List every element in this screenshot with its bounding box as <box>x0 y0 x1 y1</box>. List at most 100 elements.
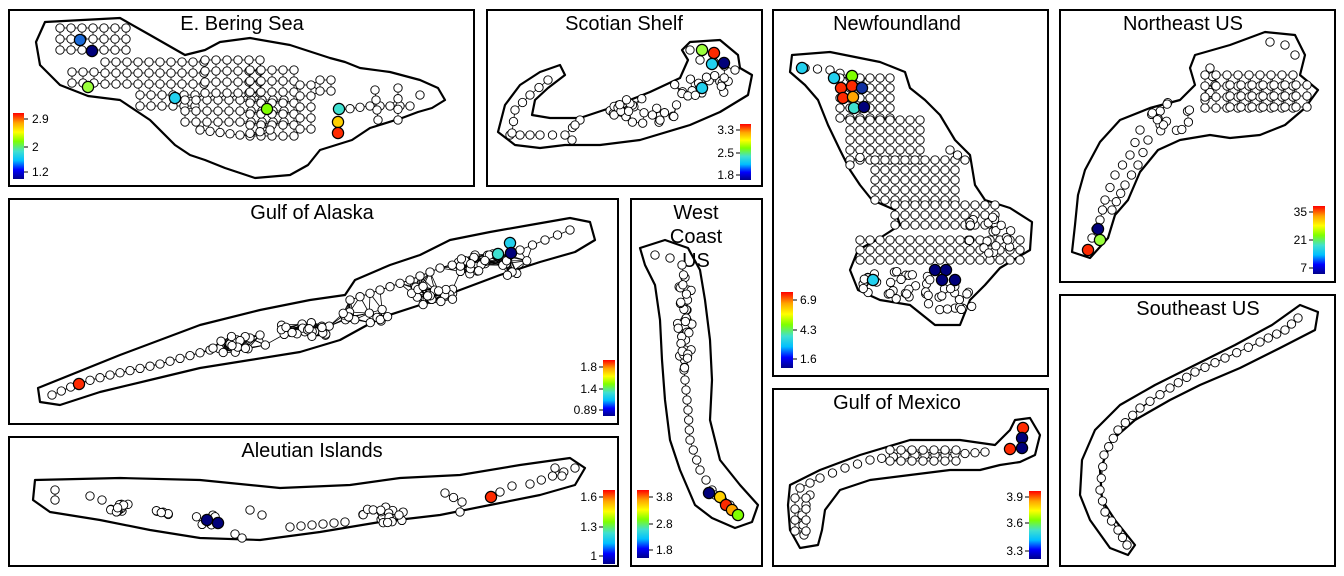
network-node <box>623 106 634 116</box>
network-node <box>951 445 961 455</box>
network-node <box>1133 160 1143 170</box>
highlighted-node <box>504 246 518 260</box>
network-node <box>815 473 825 483</box>
network-node <box>890 175 900 185</box>
network-node <box>925 255 935 265</box>
network-node <box>680 375 690 385</box>
network-node <box>423 291 433 301</box>
network-node <box>955 245 965 255</box>
network-node <box>1117 532 1128 543</box>
network-node <box>615 100 625 110</box>
network-node <box>1190 367 1200 377</box>
network-node <box>801 515 811 525</box>
network-node <box>233 77 243 87</box>
network-node <box>326 86 336 96</box>
network-node <box>122 79 132 89</box>
panel-scotian-shelf: Scotian Shelf 3.3 2.5 1.8 <box>486 9 763 187</box>
network-node <box>195 348 205 358</box>
network-node <box>534 82 544 93</box>
highlighted-node <box>948 273 962 287</box>
network-node <box>295 91 305 101</box>
network-node <box>425 267 435 277</box>
network-node <box>191 512 202 522</box>
network-node <box>1128 410 1138 420</box>
network-node <box>875 125 885 135</box>
network-node <box>306 80 316 90</box>
colorbar-west-coast-us: 3.8 2.8 1.8 <box>637 490 673 558</box>
network-node <box>233 55 243 65</box>
highlighted-nodes <box>73 33 346 140</box>
network-node <box>278 76 288 86</box>
network-node <box>1280 80 1290 90</box>
network-node <box>121 23 131 33</box>
network-node <box>940 220 950 230</box>
network-node <box>940 185 950 195</box>
network-node <box>447 294 458 304</box>
network-node <box>805 478 815 488</box>
highlighted-node <box>855 81 869 95</box>
network-graph-scotian-shelf <box>505 43 740 145</box>
network-node <box>678 280 688 290</box>
highlighted-node <box>168 91 182 105</box>
network-node <box>885 83 895 93</box>
colorbar-tick: 6.9 <box>800 293 817 307</box>
network-node <box>1200 362 1210 372</box>
panel-bering-sea: E. Bering Sea 2.9 2 1.2 <box>8 9 475 187</box>
network-node <box>295 102 305 112</box>
network-node <box>673 323 683 333</box>
network-node <box>191 117 201 127</box>
network-node <box>188 68 198 78</box>
network-node <box>895 115 905 125</box>
network-node <box>1182 372 1192 382</box>
network-node <box>1280 91 1290 101</box>
network-node <box>676 297 686 307</box>
network-node <box>929 445 939 455</box>
network-node <box>547 471 558 481</box>
network-node <box>135 90 145 100</box>
network-node <box>565 225 575 235</box>
network-node <box>695 465 705 475</box>
network-node <box>1105 182 1115 193</box>
network-node <box>1003 235 1013 245</box>
network-node <box>382 311 393 322</box>
network-node <box>525 479 535 489</box>
highlighted-node <box>695 81 709 95</box>
network-node <box>1255 70 1265 80</box>
network-node <box>56 386 66 396</box>
network-node <box>716 81 726 91</box>
network-node <box>965 255 975 265</box>
network-node <box>900 175 910 185</box>
network-node <box>245 76 255 86</box>
highlighted-node <box>1081 243 1095 257</box>
network-node <box>457 497 467 507</box>
network-node <box>930 185 940 195</box>
network-graph-gulf-of-mexico <box>790 421 1030 540</box>
network-node <box>257 510 267 520</box>
network-node <box>1095 485 1105 495</box>
highlighted-node <box>695 43 709 57</box>
network-node <box>133 79 143 89</box>
network-node <box>1130 137 1140 148</box>
network-node <box>507 128 517 138</box>
network-node <box>790 526 800 536</box>
network-node <box>865 235 875 245</box>
nodes <box>50 463 580 543</box>
network-node <box>185 350 195 361</box>
network-node <box>855 152 865 163</box>
network-node <box>875 145 885 155</box>
colorbar-tick: 3.6 <box>1006 516 1023 530</box>
network-node <box>111 79 121 89</box>
network-node <box>942 304 953 314</box>
network-node <box>682 353 693 363</box>
network-node <box>855 255 865 265</box>
network-node <box>543 75 553 85</box>
panel-gulf-of-alaska: Gulf of Alaska 1.8 1.4 0.89 <box>8 198 619 425</box>
network-node <box>719 73 729 83</box>
network-node <box>925 235 935 245</box>
network-node <box>955 255 965 265</box>
network-node <box>55 34 65 44</box>
network-node <box>1263 333 1273 343</box>
network-node <box>960 155 970 165</box>
network-node <box>875 93 885 103</box>
network-node <box>245 505 255 515</box>
